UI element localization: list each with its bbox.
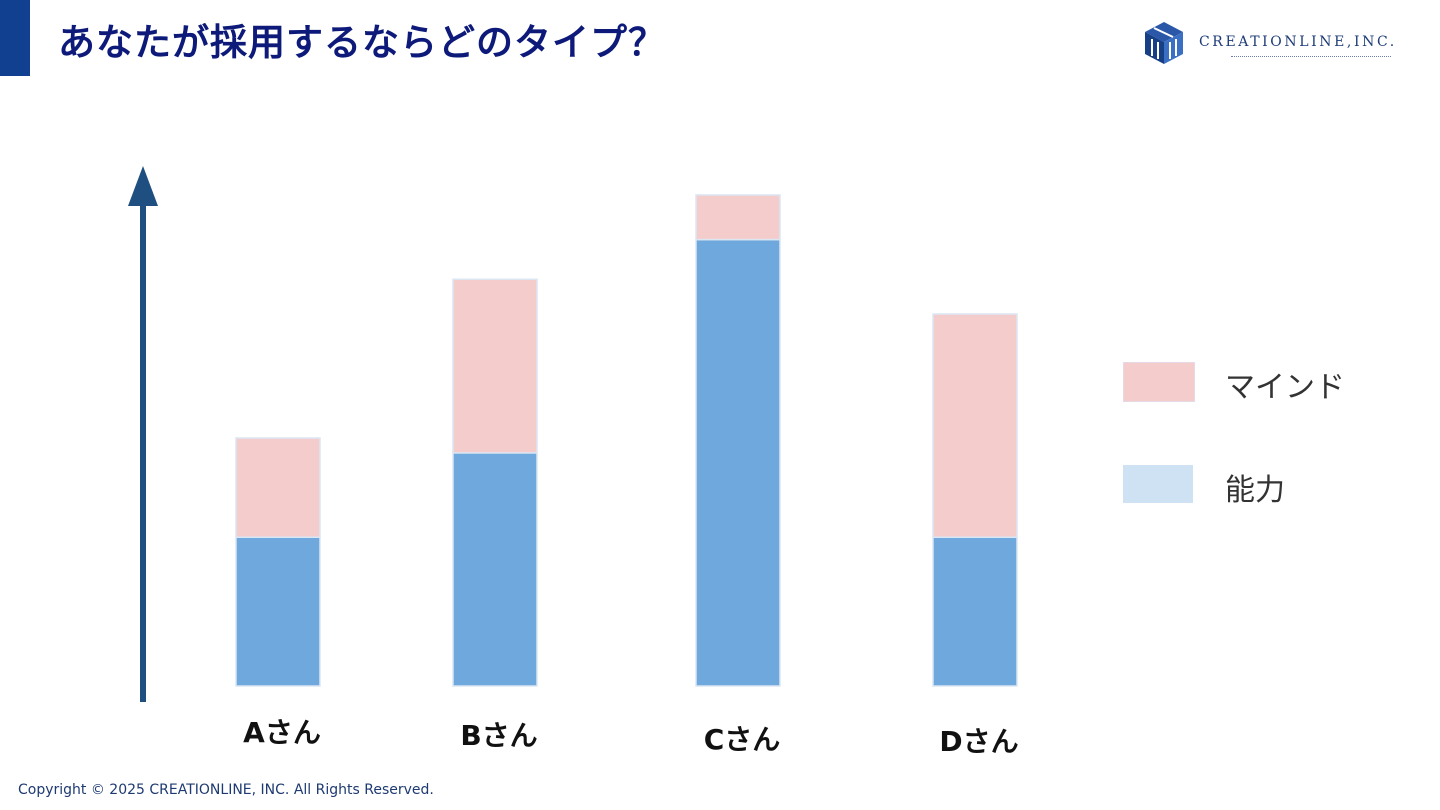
legend-label-mind: マインド: [1225, 370, 1345, 405]
legend-swatch-ability: [1123, 465, 1193, 503]
logo-tagline-line: [1231, 56, 1391, 59]
bar-mind-2: [695, 194, 781, 241]
copyright-text: Copyright © 2025 CREATIONLINE, INC. All …: [18, 782, 434, 798]
title-accent-bar: [0, 0, 30, 76]
legend-swatch-mind: [1123, 362, 1195, 402]
y-axis-arrow-head: [128, 166, 158, 206]
bar-ability-2: [695, 238, 781, 687]
bar-mind-0: [235, 437, 321, 538]
category-label-0: Aさん: [243, 716, 321, 749]
bar-ability-0: [235, 536, 321, 687]
category-label-1: Bさん: [460, 719, 537, 752]
legend-label-ability: 能力: [1225, 473, 1285, 508]
company-logo: CREATIONLINE,INC.: [1143, 20, 1423, 68]
bar-mind-3: [932, 313, 1018, 538]
bar-ability-1: [452, 452, 538, 687]
category-label-3: Dさん: [939, 725, 1018, 758]
category-label-2: Cさん: [704, 723, 781, 756]
page-title: あなたが採用するならどのタイプ？: [58, 21, 666, 64]
bar-ability-3: [932, 536, 1018, 687]
bar-mind-1: [452, 278, 538, 454]
cube-logo-icon: [1145, 22, 1183, 64]
logo-text: CREATIONLINE,INC.: [1199, 34, 1397, 50]
